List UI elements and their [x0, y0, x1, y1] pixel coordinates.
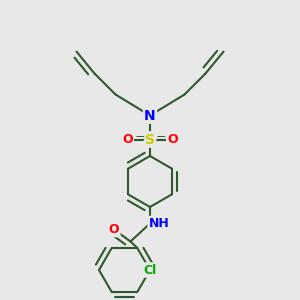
Text: N: N: [144, 109, 156, 122]
Text: S: S: [145, 133, 155, 146]
Text: =: =: [155, 132, 166, 145]
Text: NH: NH: [148, 217, 170, 230]
Text: Cl: Cl: [143, 263, 157, 277]
Text: O: O: [122, 133, 133, 146]
Text: =: =: [134, 132, 145, 145]
Text: O: O: [109, 223, 119, 236]
Text: O: O: [167, 133, 178, 146]
